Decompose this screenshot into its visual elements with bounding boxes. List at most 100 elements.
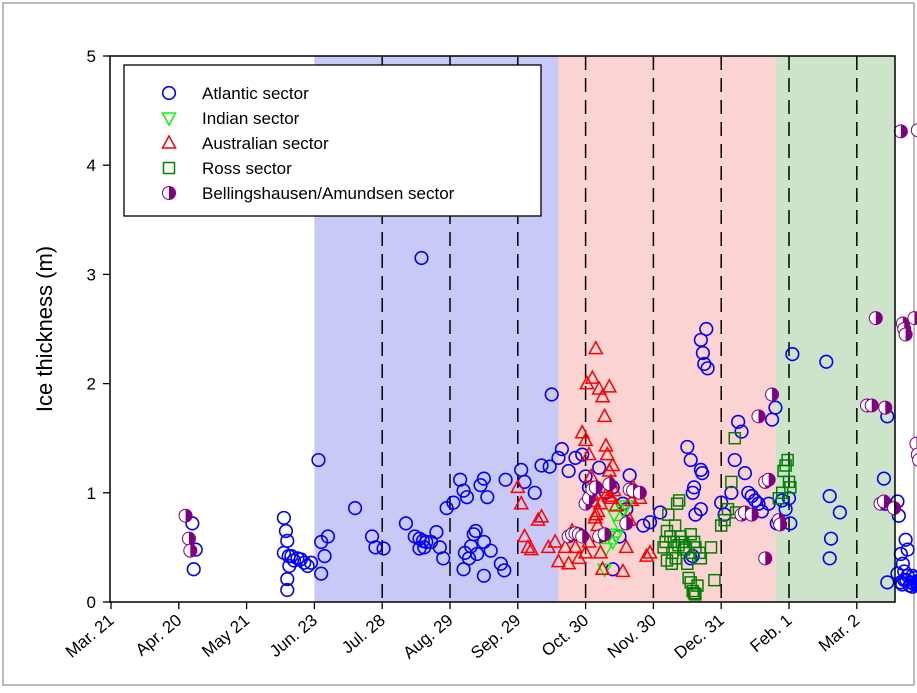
data-point bbox=[577, 544, 594, 559]
legend-marker-3 bbox=[162, 161, 176, 175]
data-point bbox=[459, 490, 475, 505]
data-point bbox=[619, 516, 634, 531]
data-point bbox=[282, 558, 297, 574]
data-point bbox=[737, 466, 753, 481]
y-tick-label: 2 bbox=[87, 375, 96, 394]
data-point bbox=[456, 562, 471, 577]
data-point bbox=[653, 505, 668, 520]
y-tick-label: 1 bbox=[87, 484, 96, 503]
data-point bbox=[597, 527, 612, 542]
data-point bbox=[527, 485, 542, 500]
plot-frame bbox=[109, 55, 896, 603]
season-band-2 bbox=[775, 56, 895, 602]
data-point bbox=[878, 400, 893, 415]
data-point bbox=[376, 541, 391, 556]
data-point-fill bbox=[871, 398, 879, 412]
data-point-outline bbox=[910, 123, 917, 138]
data-point bbox=[618, 500, 635, 515]
legend-marker-4 bbox=[162, 186, 176, 200]
data-point-fill bbox=[582, 529, 589, 543]
data-point bbox=[419, 534, 434, 550]
data-point bbox=[642, 544, 658, 559]
data-point bbox=[695, 466, 710, 481]
data-point-fill bbox=[609, 477, 616, 491]
data-point bbox=[592, 460, 607, 475]
data-point bbox=[608, 497, 624, 512]
legend-marker-4-fill bbox=[169, 186, 176, 200]
data-point bbox=[660, 554, 674, 567]
data-point bbox=[773, 517, 788, 532]
data-point bbox=[880, 575, 895, 590]
data-point bbox=[708, 573, 721, 587]
y-axis-label: Ice thickness (m) bbox=[32, 246, 57, 412]
data-point bbox=[591, 380, 607, 395]
data-point bbox=[728, 431, 742, 445]
y-tick-label: 0 bbox=[87, 593, 96, 612]
data-point-fill bbox=[905, 327, 913, 341]
data-point-fill bbox=[780, 517, 787, 531]
data-point bbox=[429, 525, 444, 540]
data-point bbox=[784, 481, 797, 494]
y-axis: 0 1 2 3 4 5 bbox=[87, 47, 110, 612]
legend-marker-0 bbox=[161, 85, 177, 101]
data-point bbox=[724, 485, 739, 500]
data-point bbox=[456, 483, 471, 498]
data-point bbox=[594, 560, 611, 575]
data-point bbox=[785, 347, 800, 362]
y-tick-label: 3 bbox=[87, 265, 96, 284]
data-point-fill bbox=[768, 473, 776, 487]
data-point bbox=[725, 475, 738, 489]
data-point bbox=[476, 534, 492, 550]
data-point bbox=[914, 580, 917, 593]
data-point bbox=[276, 510, 291, 526]
legend: Atlantic sector Indian sector Australian s… bbox=[123, 64, 542, 217]
data-point bbox=[632, 485, 647, 500]
legend-label-2: Australian sector bbox=[202, 134, 329, 153]
data-point-fill bbox=[626, 516, 633, 530]
data-point-fill bbox=[595, 480, 603, 494]
data-point bbox=[311, 452, 326, 468]
data-point bbox=[907, 311, 917, 326]
data-point bbox=[534, 458, 549, 473]
legend-label-1: Indian sector bbox=[202, 109, 300, 128]
data-point bbox=[583, 467, 599, 483]
data-point bbox=[561, 463, 576, 479]
data-point bbox=[520, 538, 536, 554]
data-point bbox=[672, 538, 685, 552]
data-point bbox=[602, 477, 617, 492]
series-3 bbox=[657, 431, 797, 601]
data-point bbox=[781, 453, 794, 467]
data-point bbox=[662, 508, 675, 521]
data-point bbox=[868, 311, 883, 326]
data-point-fill bbox=[885, 401, 892, 415]
data-point-fill bbox=[772, 388, 779, 402]
data-point bbox=[772, 492, 786, 505]
data-point bbox=[689, 588, 702, 601]
data-point bbox=[480, 490, 495, 505]
data-point bbox=[544, 387, 559, 402]
data-point bbox=[436, 551, 451, 566]
data-point bbox=[699, 321, 714, 337]
data-point bbox=[775, 493, 790, 508]
data-point bbox=[686, 480, 702, 495]
data-point bbox=[280, 582, 295, 598]
data-point bbox=[575, 447, 590, 462]
data-point bbox=[768, 400, 783, 415]
data-point bbox=[747, 493, 763, 508]
legend-label-3: Ross sector bbox=[202, 159, 292, 178]
data-point bbox=[887, 501, 902, 516]
data-point bbox=[693, 332, 708, 348]
data-point-fill bbox=[914, 311, 917, 325]
data-point bbox=[751, 409, 766, 424]
data-point bbox=[744, 507, 759, 522]
data-point bbox=[557, 538, 574, 554]
data-point bbox=[638, 547, 655, 562]
data-point bbox=[550, 553, 567, 568]
data-point bbox=[300, 558, 315, 574]
data-point bbox=[693, 502, 708, 517]
data-point bbox=[516, 527, 533, 543]
data-point bbox=[278, 523, 294, 539]
data-point bbox=[910, 575, 917, 590]
y-tick-label: 4 bbox=[87, 156, 96, 175]
